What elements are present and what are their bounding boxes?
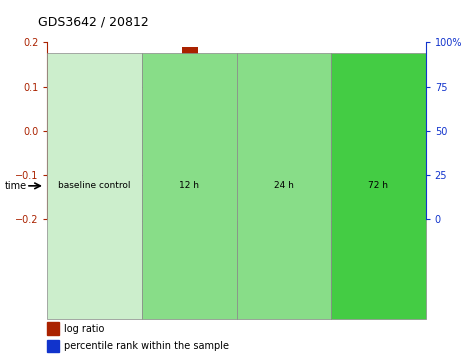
- Bar: [182, 47, 198, 131]
- Bar: [361, 221, 391, 289]
- Point: [62, 199, 70, 205]
- Bar: [47, 53, 142, 319]
- Point: [217, 172, 225, 178]
- Text: 12 h: 12 h: [179, 181, 199, 190]
- Bar: [307, 91, 322, 131]
- Bar: [151, 131, 166, 162]
- Bar: [120, 131, 136, 136]
- Bar: [47, 322, 59, 335]
- Point: [248, 149, 256, 155]
- Text: log ratio: log ratio: [64, 324, 104, 333]
- Bar: [175, 221, 205, 289]
- Bar: [47, 340, 59, 352]
- Point: [372, 178, 380, 183]
- Text: GSM269524: GSM269524: [280, 236, 286, 274]
- Text: GSM269533: GSM269533: [342, 236, 348, 274]
- Text: baseline control: baseline control: [58, 181, 131, 190]
- Point: [155, 164, 163, 169]
- Bar: [237, 221, 267, 289]
- Bar: [368, 131, 384, 166]
- Text: GSM269469: GSM269469: [187, 236, 193, 274]
- Point: [124, 137, 131, 143]
- Bar: [331, 53, 426, 319]
- Text: GSM269535: GSM269535: [404, 236, 410, 274]
- Bar: [82, 221, 112, 289]
- Bar: [337, 131, 353, 182]
- Bar: [58, 131, 74, 188]
- Point: [403, 133, 411, 139]
- Text: GSM269467: GSM269467: [157, 236, 161, 274]
- Text: 24 h: 24 h: [274, 181, 294, 190]
- Text: GSM269534: GSM269534: [374, 236, 378, 274]
- Point: [310, 84, 318, 90]
- Bar: [51, 221, 81, 289]
- Bar: [399, 131, 415, 136]
- Bar: [89, 131, 105, 149]
- Bar: [236, 53, 331, 319]
- Bar: [144, 221, 174, 289]
- Point: [342, 199, 349, 205]
- Point: [186, 87, 194, 93]
- Bar: [392, 221, 422, 289]
- Text: GSM268253: GSM268253: [63, 236, 69, 274]
- Bar: [244, 131, 260, 136]
- Point: [93, 172, 101, 178]
- Text: time: time: [5, 181, 27, 191]
- Text: percentile rank within the sample: percentile rank within the sample: [64, 341, 229, 351]
- Text: GDS3642 / 20812: GDS3642 / 20812: [38, 15, 149, 28]
- Text: GSM268254: GSM268254: [95, 236, 99, 274]
- Point: [279, 155, 287, 160]
- Bar: [268, 221, 298, 289]
- Text: 72 h: 72 h: [368, 181, 388, 190]
- Bar: [113, 221, 143, 289]
- Bar: [213, 131, 229, 166]
- Bar: [206, 221, 236, 289]
- Text: GSM269525: GSM269525: [312, 236, 316, 274]
- Bar: [299, 221, 329, 289]
- Bar: [275, 131, 291, 149]
- Text: GSM269507: GSM269507: [250, 236, 254, 274]
- Bar: [142, 53, 236, 319]
- Text: GSM268255: GSM268255: [125, 236, 131, 274]
- Text: GSM269471: GSM269471: [219, 236, 223, 274]
- Bar: [330, 221, 360, 289]
